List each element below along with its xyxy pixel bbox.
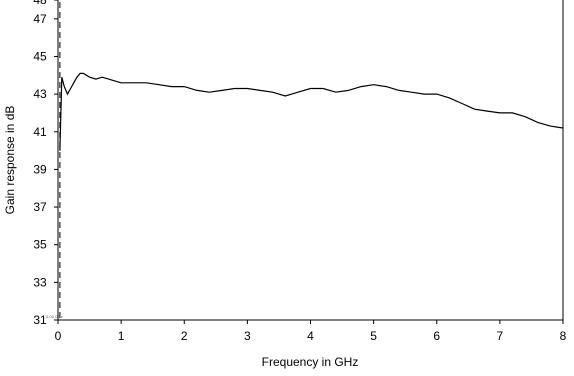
marker-label: 0.03 GHz [46,314,63,319]
x-axis-ticks: 0 1 2 3 4 5 6 7 8 [55,320,567,343]
y-axis-ticks: 31 33 35 37 39 41 43 45 47 48 [33,0,58,327]
y-tick-label: 43 [33,87,47,101]
y-tick-label: 35 [33,238,47,252]
x-tick-label: 2 [181,329,188,343]
x-tick-label: 5 [370,329,377,343]
x-tick-label: 8 [560,329,567,343]
x-tick-label: 3 [244,329,251,343]
x-tick-label: 4 [307,329,314,343]
y-tick-label: 45 [33,49,47,63]
x-axis-label: Frequency in GHz [262,355,359,369]
x-tick-label: 7 [497,329,504,343]
x-tick-label: 0 [55,329,62,343]
y-tick-label: 31 [33,313,47,327]
y-tick-label: 41 [33,125,47,139]
x-tick-label: 1 [118,329,125,343]
y-tick-label: 48 [33,0,47,7]
y-tick-label: 39 [33,162,47,176]
x-tick-label: 6 [433,329,440,343]
gain-series-line [59,72,564,151]
plot-area [57,0,564,321]
y-tick-label: 37 [33,200,47,214]
y-tick-label: 33 [33,275,47,289]
y-axis-label: Gain response in dB [3,106,17,215]
y-tick-label: 47 [33,12,47,26]
